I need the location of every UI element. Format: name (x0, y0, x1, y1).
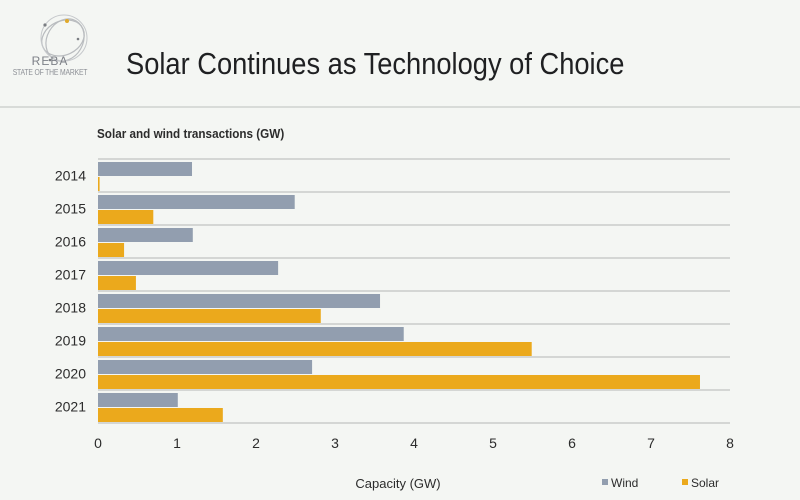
x-axis-label: Capacity (GW) (355, 476, 440, 491)
legend-swatch-wind (602, 479, 608, 485)
slide-header: REBA STATE OF THE MARKET Solar Continues… (0, 0, 800, 106)
legend-label-wind: Wind (611, 476, 638, 490)
x-tick-label: 0 (94, 435, 102, 451)
x-tick-label: 7 (647, 435, 655, 451)
bar-solar (98, 177, 100, 191)
y-tick-label: 2014 (55, 168, 86, 184)
bar-solar (98, 375, 700, 389)
logo-subtitle: STATE OF THE MARKET (12, 68, 88, 77)
bar-solar (98, 276, 136, 290)
bar-wind (98, 261, 279, 275)
bar-solar (98, 408, 223, 422)
bar-wind (98, 195, 295, 209)
y-tick-label: 2021 (55, 399, 86, 415)
reba-logo-icon (40, 14, 88, 62)
bar-wind (98, 393, 178, 407)
header-divider (0, 106, 800, 108)
bar-solar (98, 309, 321, 323)
bar-wind (98, 228, 193, 242)
bar-wind (98, 294, 381, 308)
bar-wind (98, 162, 193, 176)
slide-title: Solar Continues as Technology of Choice (126, 46, 625, 81)
y-tick-label: 2019 (55, 333, 86, 349)
bar-wind (98, 360, 313, 374)
y-tick-label: 2020 (55, 366, 86, 382)
x-tick-label: 1 (173, 435, 181, 451)
x-tick-label: 3 (331, 435, 339, 451)
x-tick-label: 4 (410, 435, 418, 451)
y-tick-label: 2015 (55, 201, 86, 217)
y-tick-label: 2016 (55, 234, 86, 250)
bar-solar (98, 243, 125, 257)
logo-name: REBA (31, 54, 69, 68)
y-tick-label: 2017 (55, 267, 86, 283)
legend-label-solar: Solar (691, 476, 719, 490)
chart-title: Solar and wind transactions (GW) (97, 126, 285, 141)
x-tick-label: 2 (252, 435, 260, 451)
bar-solar (98, 210, 154, 224)
x-tick-label: 8 (726, 435, 734, 451)
x-tick-label: 6 (568, 435, 576, 451)
bar-solar (98, 342, 532, 356)
bar-wind (98, 327, 404, 341)
x-tick-label: 5 (489, 435, 497, 451)
legend-swatch-solar (682, 479, 688, 485)
y-tick-label: 2018 (55, 300, 86, 316)
